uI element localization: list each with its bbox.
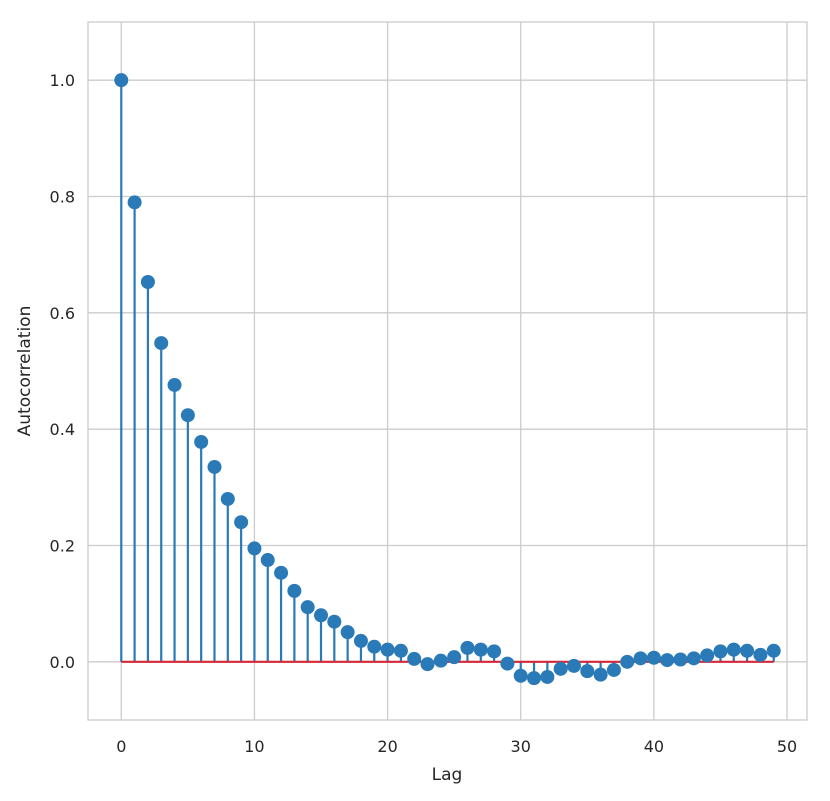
x-tick-label: 50 xyxy=(777,737,797,756)
stem-marker xyxy=(287,583,302,598)
y-tick-label: 0.0 xyxy=(50,653,75,672)
stem-marker xyxy=(140,275,155,290)
stem-marker xyxy=(194,434,209,449)
stem-marker xyxy=(407,651,422,666)
plot-frame xyxy=(87,21,808,721)
stem-marker xyxy=(247,541,262,556)
stem-marker xyxy=(460,640,475,655)
x-tick-label: 0 xyxy=(116,737,126,756)
stem-marker xyxy=(580,664,595,679)
y-tick-label: 0.8 xyxy=(50,188,75,207)
stem-marker xyxy=(327,614,342,629)
stem-marker xyxy=(393,643,408,658)
y-tick-label: 1.0 xyxy=(50,71,75,90)
stem-marker xyxy=(527,671,542,686)
stem-marker xyxy=(660,653,675,668)
stem-marker xyxy=(700,648,715,663)
stem-marker xyxy=(513,668,528,683)
stem-marker xyxy=(433,653,448,668)
stem-marker xyxy=(180,408,195,423)
stem-marker xyxy=(593,667,608,682)
x-axis-label: Lag xyxy=(432,765,463,785)
stem-marker xyxy=(380,642,395,657)
stem-marker xyxy=(353,633,368,648)
x-tick-label: 20 xyxy=(377,737,397,756)
stem-marker xyxy=(234,515,249,530)
stem-markers xyxy=(114,73,781,686)
y-tick-label: 0.4 xyxy=(50,420,75,439)
stem-marker xyxy=(207,459,222,474)
stem-marker xyxy=(300,600,315,615)
x-tick-label: 40 xyxy=(644,737,664,756)
stem-marker xyxy=(420,657,435,672)
y-tick-labels: 0.0 0.2 0.4 0.6 0.8 1.0 xyxy=(50,71,75,672)
stem-marker xyxy=(127,195,142,210)
stem-marker xyxy=(766,643,781,658)
stem-marker xyxy=(753,647,768,662)
x-tick-labels: 0 10 20 30 40 50 xyxy=(116,737,797,756)
stem-marker xyxy=(447,650,462,665)
y-axis-label: Autocorrelation xyxy=(15,306,35,437)
stem-marker xyxy=(340,625,355,640)
stem-marker xyxy=(740,643,755,658)
stem-marker xyxy=(726,642,741,657)
stem-marker xyxy=(167,377,182,392)
stem-marker xyxy=(673,652,688,667)
stem-marker xyxy=(540,669,555,684)
stem-marker xyxy=(606,662,621,677)
stem-lines xyxy=(120,80,775,679)
stem-marker xyxy=(314,608,329,623)
grid-lines xyxy=(88,22,807,720)
stem-marker xyxy=(633,651,648,666)
stem-marker xyxy=(646,650,661,665)
stem-marker xyxy=(500,656,515,671)
stem-marker xyxy=(154,336,169,351)
stem-marker xyxy=(487,644,502,659)
stem-marker xyxy=(553,661,568,676)
y-tick-label: 0.2 xyxy=(50,537,75,556)
stem-marker xyxy=(620,654,635,669)
stem-marker xyxy=(367,639,382,654)
y-tick-label: 0.6 xyxy=(50,304,75,323)
stem-marker xyxy=(260,553,275,568)
x-tick-label: 10 xyxy=(244,737,264,756)
stem-marker xyxy=(220,491,235,506)
x-tick-label: 30 xyxy=(511,737,531,756)
stem-marker xyxy=(686,651,701,666)
stem-marker xyxy=(473,642,488,657)
stem-marker xyxy=(274,565,289,580)
stem-marker xyxy=(114,73,129,88)
stem-marker xyxy=(566,658,581,673)
stem-marker xyxy=(713,644,728,659)
